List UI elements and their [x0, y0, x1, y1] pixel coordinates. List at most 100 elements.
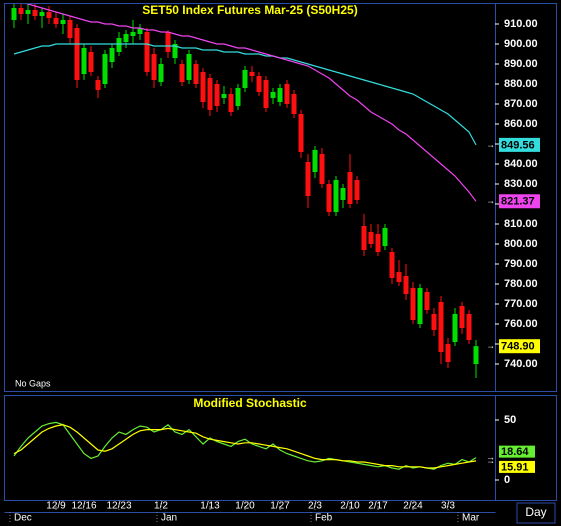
candle-body: [326, 184, 332, 212]
candle-body: [368, 232, 374, 244]
last-value-box: [499, 460, 535, 473]
candle-body: [165, 32, 171, 52]
candle-body: [200, 72, 206, 102]
last-arrow: →: [486, 452, 495, 462]
candle-body: [256, 76, 262, 92]
period-button[interactable]: [516, 502, 556, 524]
candle-body: [340, 188, 346, 200]
candle-body: [39, 12, 45, 16]
candle-body: [32, 10, 38, 16]
last-arrow: →: [486, 196, 495, 206]
candle-body: [158, 64, 164, 82]
candle-body: [396, 272, 402, 282]
candle-body: [263, 80, 269, 108]
period-label[interactable]: Day: [525, 505, 546, 519]
x-tick-label: 1/2: [154, 501, 168, 512]
month-label: Dec: [14, 513, 32, 524]
candle-body: [431, 314, 437, 330]
y-tick-label: 790.00: [504, 258, 538, 270]
axes: 740.00750.00760.00770.00780.00790.00800.…: [9, 18, 540, 524]
candle-body: [235, 88, 241, 106]
candle-body: [375, 234, 381, 252]
last-arrow: →: [486, 341, 495, 351]
candle-body: [137, 28, 143, 34]
candle-body: [102, 54, 108, 84]
candle-body: [354, 180, 360, 200]
candle-body: [193, 64, 199, 84]
candle-body: [53, 18, 59, 24]
candle-body: [46, 12, 52, 18]
last-arrow: →: [486, 139, 495, 149]
candle-body: [249, 72, 255, 76]
last-value-label: 18.64: [501, 446, 529, 458]
line-series: [13, 421, 477, 470]
y-tick-label: 880.00: [504, 78, 538, 90]
y-tick-label: 900.00: [504, 38, 538, 50]
candle-body: [186, 54, 192, 80]
candle-body: [291, 94, 297, 114]
x-tick-label: 1/27: [270, 501, 290, 512]
y-tick-label: 740.00: [504, 358, 538, 370]
y-tick-label: 0: [504, 474, 510, 486]
y-tick-label: 760.00: [504, 318, 538, 330]
last-value-box: [499, 339, 540, 354]
month-label: Feb: [315, 513, 333, 524]
candle-body: [417, 288, 423, 324]
candle-body: [116, 38, 122, 52]
candle-body: [228, 94, 234, 112]
candle-body: [214, 84, 220, 106]
stoch-plot: [13, 421, 477, 470]
candle-body: [410, 288, 416, 320]
candle-body: [312, 150, 318, 172]
line-series: [13, 424, 477, 469]
stoch-title: Modified Stochastic: [193, 396, 307, 410]
y-tick-label: 770.00: [504, 298, 538, 310]
price-plot: [11, 4, 479, 378]
candle-body: [11, 8, 17, 20]
candle-body: [305, 162, 311, 196]
candle-body: [81, 48, 87, 74]
last-value-label: 15.91: [501, 461, 529, 473]
candle-body: [172, 44, 178, 58]
candle-body: [179, 64, 185, 82]
y-tick-label: 810.00: [504, 218, 538, 230]
y-tick-label: 840.00: [504, 158, 538, 170]
x-tick-label: 2/17: [368, 501, 388, 512]
candle-body: [333, 180, 339, 212]
month-label: Jan: [161, 513, 177, 524]
candle-body: [144, 32, 150, 72]
candle-body: [130, 32, 136, 36]
x-tick-label: 1/13: [200, 501, 220, 512]
last-value-box: [499, 137, 540, 152]
line-series: [25, 4, 477, 202]
last-value-box: [499, 194, 540, 209]
candle-body: [109, 48, 115, 62]
candle-body: [221, 94, 227, 98]
candle-body: [242, 70, 248, 88]
candle-body: [382, 228, 388, 246]
last-value-label: 849.56: [501, 139, 535, 151]
x-tick-label: 2/3: [308, 501, 322, 512]
candle-body: [207, 78, 213, 110]
x-tick-label: 2/10: [340, 501, 360, 512]
candle-body: [438, 302, 444, 352]
price-panel-frame: [4, 3, 557, 392]
candle-body: [298, 114, 304, 152]
candle-body: [74, 28, 80, 80]
candle-body: [389, 252, 395, 278]
note: No Gaps: [15, 378, 51, 388]
y-tick-label: 860.00: [504, 118, 538, 130]
x-tick-label: 12/16: [71, 501, 96, 512]
line-series: [13, 43, 477, 146]
x-tick-label: 3/3: [441, 501, 455, 512]
candle-body: [473, 346, 479, 364]
x-tick-label: 12/23: [106, 501, 131, 512]
y-tick-label: 890.00: [504, 58, 538, 70]
candle-body: [270, 92, 276, 98]
candle-body: [466, 314, 472, 340]
month-label: Mar: [462, 513, 480, 524]
x-tick-label: 12/9: [46, 501, 66, 512]
x-tick-label: 2/24: [403, 501, 423, 512]
